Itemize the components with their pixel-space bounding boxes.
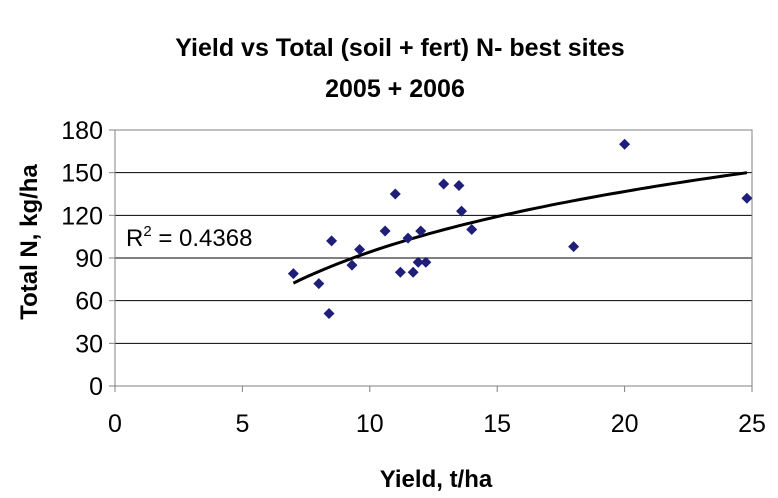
data-point-9: [402, 232, 414, 244]
y-axis: 0 30 60 90 120 150 180: [61, 117, 115, 401]
data-point-18: [568, 241, 580, 253]
y-tick-label-1: 30: [75, 330, 103, 358]
chart-title-line-1: Yield vs Total (soil + fert) N- best sit…: [175, 34, 624, 62]
data-point-10: [407, 266, 419, 278]
data-point-20: [741, 192, 753, 204]
data-point-11: [412, 256, 424, 268]
data-point-19: [619, 138, 631, 150]
x-axis-title: Yield, t/ha: [380, 466, 493, 493]
r-squared-annotation: R2 = 0.4368: [126, 223, 252, 252]
data-point-6: [379, 225, 391, 237]
data-point-4: [346, 259, 358, 271]
y-tick-label-0: 0: [89, 373, 103, 401]
data-point-16: [456, 205, 468, 217]
data-point-5: [354, 243, 366, 255]
y-axis-title: Total N, kg/ha: [16, 164, 43, 320]
x-tick-label-3: 15: [483, 410, 511, 438]
x-tick-label-0: 0: [108, 410, 122, 438]
data-point-3: [326, 235, 338, 247]
data-point-17: [466, 224, 478, 236]
data-point-1: [313, 278, 325, 290]
data-point-7: [389, 188, 401, 200]
y-tick-label-3: 90: [75, 245, 103, 273]
x-tick-label-4: 20: [611, 410, 639, 438]
data-point-14: [438, 178, 450, 190]
x-tick-label-1: 5: [235, 410, 249, 438]
x-axis: 0 5 10 15 20 25: [108, 386, 766, 438]
trendline: [292, 171, 748, 285]
r-squared-value: = 0.4368: [152, 225, 253, 252]
y-tick-label-4: 120: [61, 202, 103, 230]
data-point-0: [287, 268, 299, 280]
data-point-2: [323, 307, 335, 319]
data-point-8: [394, 266, 406, 278]
r-squared-prefix: R: [126, 225, 143, 252]
r-squared-superscript: 2: [143, 223, 151, 240]
data-points: [287, 138, 753, 319]
y-tick-label-6: 180: [61, 117, 103, 145]
data-point-12: [415, 225, 427, 237]
x-tick-label-2: 10: [356, 410, 384, 438]
y-tick-label-2: 60: [75, 288, 103, 316]
x-tick-label-5: 25: [738, 410, 766, 438]
y-tick-label-5: 150: [61, 160, 103, 188]
data-point-13: [420, 256, 432, 268]
chart-title-line-2: 2005 + 2006: [325, 75, 465, 103]
data-point-15: [453, 179, 465, 191]
